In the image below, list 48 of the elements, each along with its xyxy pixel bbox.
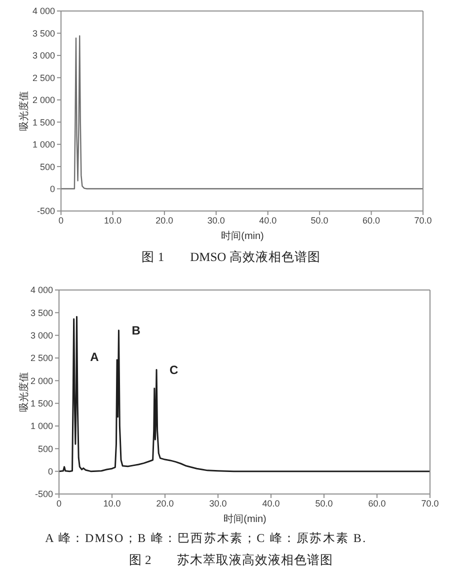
x-tick-label: 0	[56, 498, 62, 508]
x-tick-label: 0	[58, 215, 64, 226]
y-tick-label: 0	[50, 184, 55, 194]
x-tick-label: 70.0	[421, 498, 439, 508]
x-tick-label: 20.0	[156, 215, 174, 226]
annotation: B	[132, 323, 141, 338]
x-tick-label: 10.0	[104, 215, 122, 226]
y-axis-title: 吸光度值	[19, 91, 30, 131]
y-tick-label: 500	[40, 162, 55, 172]
y-tick-label: 1 000	[30, 421, 53, 432]
x-tick-label: 40.0	[259, 215, 277, 226]
y-tick-label: 500	[38, 444, 53, 454]
x-tick-label: 40.0	[262, 498, 280, 508]
y-tick-label: 0	[48, 466, 53, 477]
line-series	[61, 35, 423, 190]
text: 图 2 苏木萃取液高效液相色谱图	[128, 553, 334, 567]
y-tick-label: 3 500	[30, 308, 53, 318]
y-tick-label: -500	[34, 489, 53, 500]
x-tick-label: 20.0	[156, 498, 174, 508]
text: 图 1 DMSO 高效液相色谱图	[142, 250, 320, 264]
y-tick-label: 3 000	[30, 330, 53, 341]
x-tick-label: 30.0	[207, 215, 225, 226]
y-tick-label: 4 000	[32, 6, 55, 16]
x-axis-title: 时间(min)	[224, 514, 266, 525]
x-tick-label: 60.0	[368, 498, 386, 508]
x-axis-title: 时间(min)	[221, 231, 264, 242]
x-tick-label: 30.0	[209, 498, 227, 508]
y-tick-label: 3 500	[32, 28, 55, 38]
y-tick-label: 1 000	[32, 140, 55, 150]
annotation: C	[170, 362, 179, 377]
x-tick-label: 60.0	[362, 215, 380, 226]
y-tick-label: 1 500	[32, 117, 55, 128]
line-series	[59, 316, 430, 472]
y-tick-label: -500	[36, 206, 55, 216]
y-tick-label: 2 500	[30, 353, 53, 364]
x-tick-label: 50.0	[310, 215, 328, 226]
y-tick-label: 1 500	[30, 398, 53, 409]
y-tick-label: 3 000	[32, 50, 55, 61]
x-tick-label: 50.0	[315, 498, 333, 508]
y-tick-label: 4 000	[30, 285, 53, 296]
y-axis-title: 吸光度值	[19, 372, 30, 412]
y-tick-label: 2 000	[30, 376, 53, 386]
x-tick-label: 70.0	[414, 215, 432, 226]
annotation: A	[90, 350, 100, 364]
y-tick-label: 2 000	[32, 95, 55, 106]
text: A 峰：DMSO；B 峰：巴西苏木素；C 峰：原苏木素 B.	[45, 531, 367, 545]
y-tick-label: 2 500	[32, 72, 55, 83]
x-tick-label: 10.0	[103, 498, 121, 508]
